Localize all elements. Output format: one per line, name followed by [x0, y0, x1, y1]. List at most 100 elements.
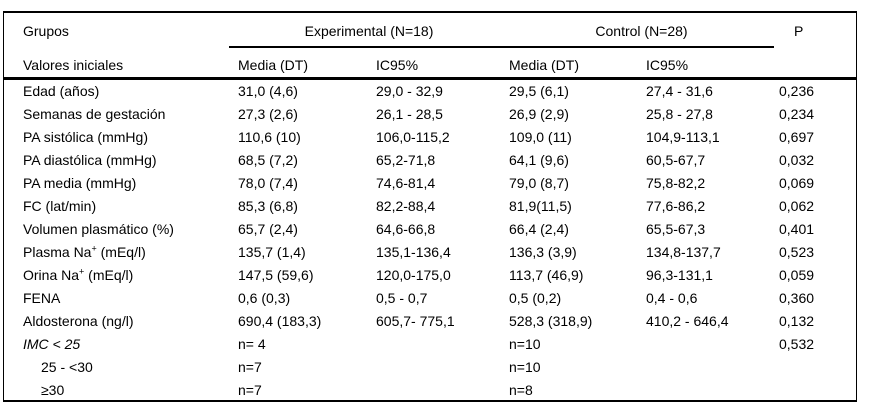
header-exp-ic95: IC95% [376, 57, 419, 73]
row-label-imc: IMC < 25 [23, 336, 81, 352]
cell-ctl-media: n=10 [509, 359, 541, 375]
row-label: FENA [23, 290, 61, 306]
cell-p-value: 0,059 [779, 267, 815, 283]
cell-p-value: 0,132 [779, 313, 815, 329]
table-row: Semanas de gestación 27,3 (2,6) 26,1 - 2… [4, 103, 856, 126]
cell-p-value: 0,234 [779, 106, 815, 122]
table-row: PA sistólica (mmHg) 110,6 (10) 106,0-115… [4, 126, 856, 149]
header-ctl-ic95: IC95% [646, 57, 689, 73]
cell-ctl-ic95: 25,8 - 27,8 [646, 106, 713, 122]
table-header-row-1: Grupos Experimental (N=18) Control (N=28… [4, 20, 856, 42]
cell-p-value: 0,236 [779, 83, 815, 99]
cell-exp-ic95: 74,6-81,4 [376, 175, 436, 191]
cell-exp-ic95: 135,1-136,4 [376, 244, 451, 260]
table-row: Volumen plasmático (%) 65,7 (2,4) 64,6-6… [4, 218, 856, 241]
cell-ctl-media: 64,1 (9,6) [509, 152, 569, 168]
row-label-unit: (mEq/l) [84, 267, 134, 283]
cell-ctl-ic95 [646, 333, 779, 356]
cell-ctl-ic95: 75,8-82,2 [646, 175, 706, 191]
table-row: 25 - <30 n=7 n=10 [4, 356, 856, 379]
row-label: Edad (años) [23, 83, 100, 99]
cell-p-value: 0,532 [779, 336, 815, 352]
row-label: PA diastólica (mmHg) [23, 152, 157, 168]
row-label: 25 - <30 [41, 359, 93, 375]
table-row: ≥30 n=7 n=8 [4, 379, 856, 402]
cell-exp-media: n= 4 [238, 336, 266, 352]
row-label-text: Plasma Na [23, 244, 92, 260]
cell-exp-media: n=7 [238, 359, 262, 375]
cell-ctl-ic95: 0,4 - 0,6 [646, 290, 698, 306]
cell-exp-media: 27,3 (2,6) [238, 106, 298, 122]
cell-p-value: 0,069 [779, 175, 815, 191]
cell-p-value: 0,062 [779, 198, 815, 214]
cell-exp-ic95: 605,7- 775,1 [376, 313, 455, 329]
header-group-experimental: Experimental (N=18) [304, 23, 434, 39]
table-row: FC (lat/min) 85,3 (6,8) 82,2-88,4 81,9(1… [4, 195, 856, 218]
row-label: Semanas de gestación [23, 106, 166, 122]
row-label: ≥30 [41, 382, 65, 398]
header-exp-media: Media (DT) [238, 57, 309, 73]
cell-p-value: 0,032 [779, 152, 815, 168]
table-row: Plasma Na+ (mEq/l) 135,7 (1,4) 135,1-136… [4, 241, 856, 264]
table-row: Aldosterona (ng/l) 690,4 (183,3) 605,7- … [4, 310, 856, 333]
cell-ctl-ic95: 77,6-86,2 [646, 198, 706, 214]
cell-ctl-ic95: 96,3-131,1 [646, 267, 713, 283]
cell-p-value: 0,523 [779, 244, 815, 260]
table-header-row-2: Valores iniciales Media (DT) IC95% Media… [4, 54, 856, 76]
cell-ctl-media: 66,4 (2,4) [509, 221, 569, 237]
table-row: PA diastólica (mmHg) 68,5 (7,2) 65,2-71,… [4, 149, 856, 172]
header-ctl-media: Media (DT) [509, 57, 580, 73]
cell-exp-ic95: 64,6-66,8 [376, 221, 436, 237]
row-label: Orina Na+ (mEq/l) [4, 264, 238, 287]
cell-ctl-media: 0,5 (0,2) [509, 290, 562, 306]
cell-ctl-ic95: 27,4 - 31,6 [646, 83, 713, 99]
cell-ctl-media: n=8 [509, 382, 533, 398]
header-separator-rule [4, 77, 856, 80]
row-label: Volumen plasmático (%) [23, 221, 174, 237]
row-label-unit: (mEq/l) [96, 244, 146, 260]
cell-exp-ic95: 65,2-71,8 [376, 152, 436, 168]
cell-ctl-media: 79,0 (8,7) [509, 175, 569, 191]
table-row: FENA 0,6 (0,3) 0,5 - 0,7 0,5 (0,2) 0,4 -… [4, 287, 856, 310]
superscript-plus: + [91, 243, 97, 254]
cell-exp-media: 68,5 (7,2) [238, 152, 298, 168]
cell-exp-media: 147,5 (59,6) [238, 267, 314, 283]
cell-exp-media: 690,4 (183,3) [238, 313, 322, 329]
cell-exp-media: 78,0 (7,4) [238, 175, 298, 191]
cell-exp-ic95: 29,0 - 32,9 [376, 83, 443, 99]
header-p: P [794, 23, 804, 39]
header-group-control: Control (N=28) [595, 23, 688, 39]
cell-ctl-media: 113,7 (46,9) [509, 267, 584, 283]
cell-exp-ic95 [376, 379, 509, 402]
cell-p-value: 0,360 [779, 290, 815, 306]
results-table: Grupos Experimental (N=18) Control (N=28… [3, 11, 857, 402]
table-row: PA media (mmHg) 78,0 (7,4) 74,6-81,4 79,… [4, 172, 856, 195]
cell-exp-ic95 [376, 333, 509, 356]
cell-exp-media: 31,0 (4,6) [238, 83, 298, 99]
cell-ctl-media: 29,5 (6,1) [509, 83, 569, 99]
cell-exp-ic95 [376, 356, 509, 379]
cell-p-value: 0,697 [779, 129, 815, 145]
cell-exp-ic95: 82,2-88,4 [376, 198, 436, 214]
row-label: Aldosterona (ng/l) [23, 313, 134, 329]
row-label: Plasma Na+ (mEq/l) [4, 241, 238, 264]
cell-exp-media: 85,3 (6,8) [238, 198, 298, 214]
cell-ctl-ic95 [646, 379, 779, 402]
cell-ctl-media: 109,0 (11) [509, 129, 572, 145]
cell-exp-media: 135,7 (1,4) [238, 244, 306, 260]
cell-ctl-media: 81,9(11,5) [509, 198, 572, 214]
cell-p-value [779, 356, 856, 379]
table-row: IMC < 25 n= 4 n=10 0,532 [4, 333, 856, 356]
row-label: PA media (mmHg) [23, 175, 137, 191]
cell-exp-media: 110,6 (10) [238, 129, 301, 145]
cell-ctl-ic95: 65,5-67,3 [646, 221, 706, 237]
row-label-text: Orina Na [23, 267, 80, 283]
cell-ctl-ic95: 104,9-113,1 [646, 129, 720, 145]
superscript-plus: + [79, 266, 85, 277]
cell-exp-ic95: 120,0-175,0 [376, 267, 451, 283]
cell-ctl-media: n=10 [509, 336, 541, 352]
group-header-underline [229, 46, 774, 48]
cell-exp-ic95: 106,0-115,2 [376, 129, 450, 145]
cell-ctl-ic95: 134,8-137,7 [646, 244, 721, 260]
